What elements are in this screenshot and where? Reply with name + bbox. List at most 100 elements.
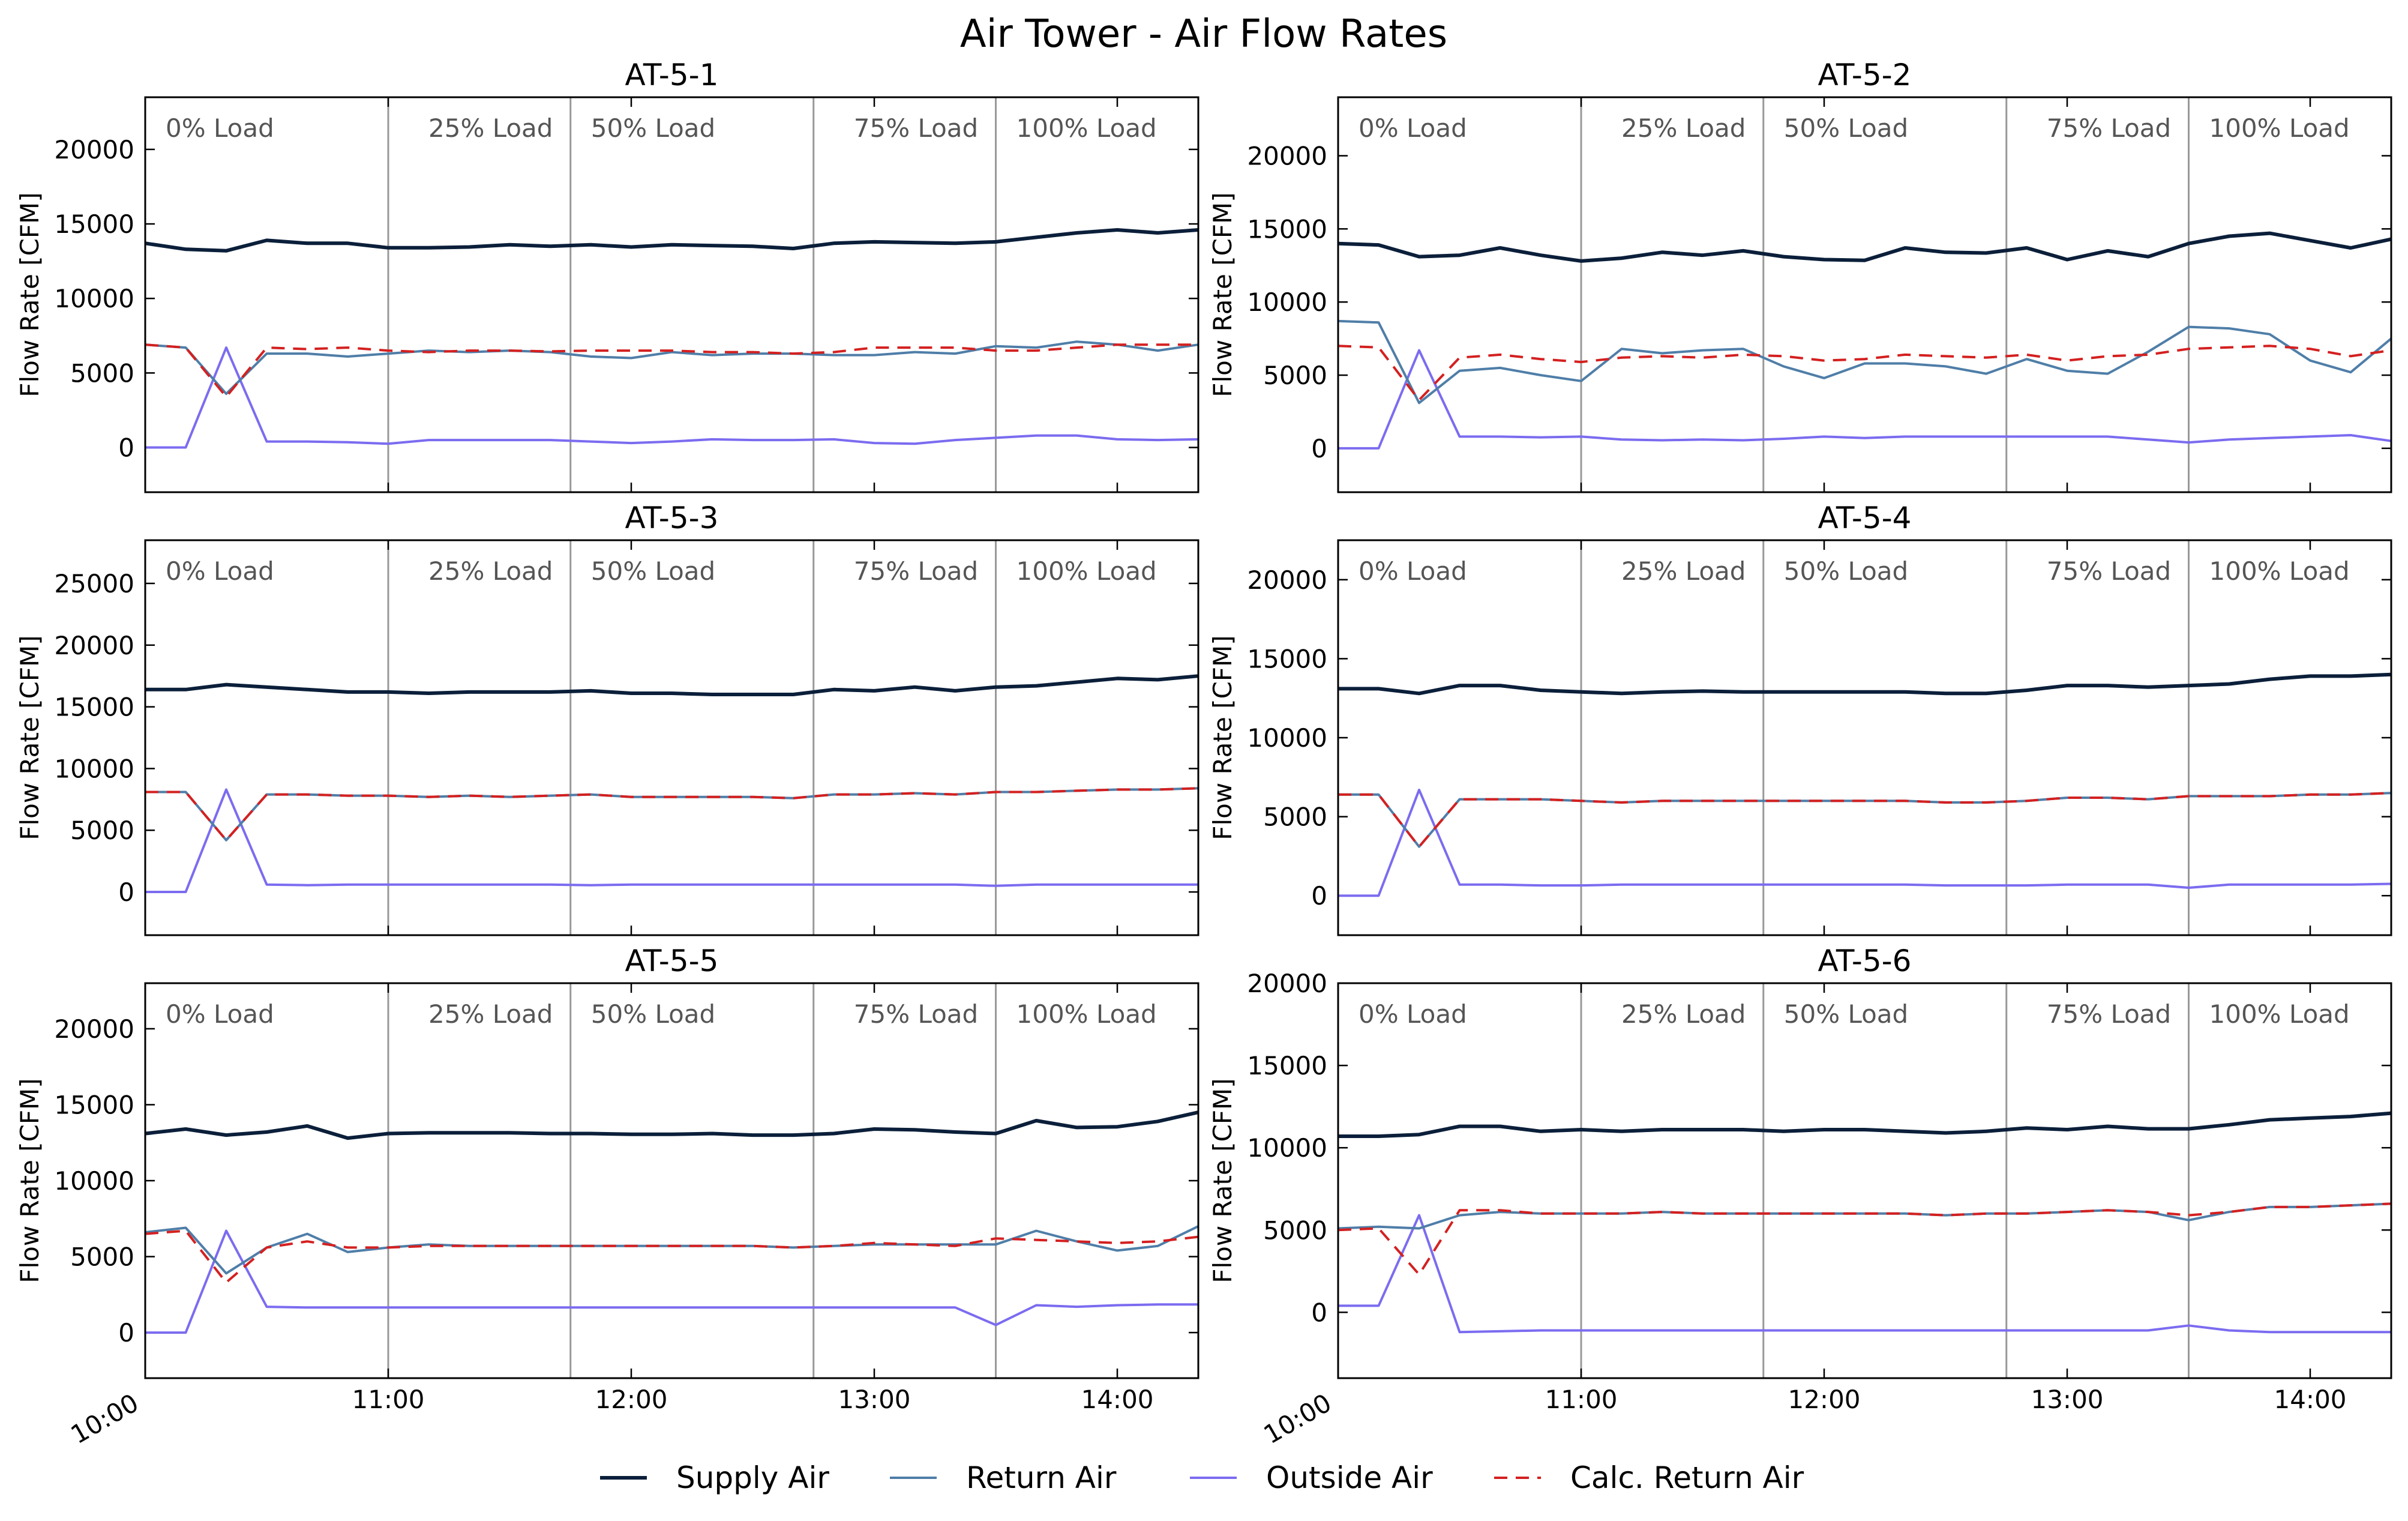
y-tick-label: 15000: [54, 1090, 134, 1119]
y-tick-label: 5000: [1263, 803, 1327, 832]
phase-label: 100% Load: [2209, 999, 2350, 1029]
series-line-supply: [1338, 1111, 2392, 1138]
x-tick-label: 12:00: [595, 1385, 667, 1414]
y-tick-label: 20000: [1247, 141, 1327, 170]
series-line-calc: [145, 343, 1198, 399]
y-tick-label: 20000: [1247, 565, 1327, 595]
phase-label: 75% Load: [854, 556, 978, 586]
legend-label: Outside Air: [1266, 1460, 1433, 1495]
y-tick-label: 0: [1311, 881, 1327, 911]
phase-label: 25% Load: [428, 556, 553, 586]
phase-label: 100% Load: [1016, 556, 1157, 586]
y-axis-label: Flow Rate [CFM]: [1208, 192, 1237, 397]
y-tick-label: 15000: [1247, 644, 1327, 673]
series-line-outside: [1338, 349, 2392, 450]
panel-at-5-4: AT-5-4 0% Load 25% Load 50% Load 75% Load 100…: [1208, 501, 2392, 936]
y-tick-label: 5000: [70, 1242, 134, 1272]
x-tick-label: 12:00: [1788, 1385, 1860, 1414]
series-line-calc: [1338, 345, 2392, 402]
phase-label: 0% Load: [1359, 999, 1467, 1029]
panel-title: AT-5-6: [1818, 944, 1912, 978]
phase-label: 75% Load: [854, 999, 978, 1029]
y-tick-label: 0: [1311, 434, 1327, 463]
y-axis-label: Flow Rate [CFM]: [1208, 1078, 1237, 1283]
phase-label: 25% Load: [428, 999, 553, 1029]
y-tick-label: 10000: [1247, 1133, 1327, 1163]
series-line-return: [145, 340, 1199, 396]
panel-at-5-3: AT-5-3 0% Load 25% Load 50% Load 75% Load 100…: [15, 501, 1199, 936]
panel-title: AT-5-3: [625, 501, 719, 535]
series-line-supply: [145, 1110, 1199, 1140]
panel-frame: [1337, 96, 2392, 493]
x-tick-label: 13:00: [2031, 1385, 2103, 1414]
phase-label: 0% Load: [1359, 556, 1467, 586]
series-line-return: [1338, 319, 2392, 405]
series-line-calc: [145, 1229, 1199, 1284]
series-line-outside: [145, 1229, 1198, 1334]
phase-label: 100% Load: [1016, 999, 1157, 1029]
figure-title: Air Tower - Air Flow Rates: [960, 12, 1447, 56]
legend-item-outside: Outside Air: [1190, 1460, 1433, 1495]
y-tick-label: 25000: [54, 569, 134, 598]
panel-at-5-2: AT-5-2 0% Load 25% Load 50% Load 75% Load 100…: [1208, 58, 2392, 493]
series-line-outside: [145, 346, 1199, 449]
y-axis-label: Flow Rate [CFM]: [15, 192, 44, 397]
y-tick-label: 5000: [1263, 361, 1327, 390]
panel-frame: [144, 96, 1199, 493]
phase-label: 50% Load: [591, 999, 715, 1029]
legend-label: Return Air: [966, 1460, 1117, 1495]
panel-title: AT-5-5: [625, 944, 719, 978]
phase-label: 25% Load: [1621, 556, 1746, 586]
y-tick-label: 5000: [1263, 1215, 1327, 1245]
series-line-return: [1338, 1202, 2392, 1230]
legend: Supply Air Return Air Outside Air Calc. Ret…: [600, 1460, 1804, 1495]
y-tick-label: 15000: [54, 693, 134, 722]
y-tick-label: 5000: [70, 358, 134, 388]
phase-label: 0% Load: [166, 999, 274, 1029]
phase-label: 0% Load: [166, 113, 274, 143]
legend-item-supply: Supply Air: [600, 1460, 829, 1495]
series-line-calc: [145, 787, 1199, 842]
series-line-outside: [145, 788, 1198, 893]
phase-label: 25% Load: [1621, 999, 1746, 1029]
y-tick-label: 10000: [54, 1166, 134, 1196]
y-axis-label: Flow Rate [CFM]: [1208, 635, 1237, 840]
y-tick-label: 0: [118, 878, 134, 907]
phase-label: 50% Load: [591, 556, 715, 586]
y-tick-label: 15000: [1247, 214, 1327, 244]
y-tick-label: 20000: [54, 135, 134, 164]
panel-frame: [144, 982, 1199, 1379]
phase-label: 50% Load: [1784, 113, 1908, 143]
x-tick-label: 10:00: [66, 1388, 143, 1450]
phase-label: 75% Load: [2047, 999, 2171, 1029]
x-tick-label: 11:00: [1545, 1385, 1617, 1414]
panel-title: AT-5-1: [625, 58, 719, 92]
x-tick-label: 14:00: [2274, 1385, 2346, 1414]
panel-at-5-6: AT-5-6 0% Load 25% Load 50% Load 75% Load 100…: [1208, 944, 2392, 1450]
panel-frame: [1337, 982, 2392, 1379]
series-line-supply: [145, 674, 1199, 696]
phase-label: 75% Load: [2047, 113, 2171, 143]
x-tick-label: 10:00: [1259, 1388, 1336, 1450]
phase-label: 25% Load: [428, 113, 553, 143]
y-tick-label: 10000: [54, 284, 134, 313]
y-tick-label: 15000: [1247, 1051, 1327, 1080]
phase-label: 0% Load: [1359, 113, 1467, 143]
series-line-outside: [1338, 1214, 2391, 1334]
series-line-supply: [145, 228, 1199, 253]
y-tick-label: 10000: [1247, 723, 1327, 753]
legend-item-calc: Calc. Return Air: [1494, 1460, 1804, 1495]
x-tick-label: 11:00: [352, 1385, 424, 1414]
y-axis-label: Flow Rate [CFM]: [15, 635, 44, 840]
y-tick-label: 10000: [54, 754, 134, 783]
series-line-calc: [1338, 792, 2392, 848]
y-tick-label: 20000: [1247, 969, 1327, 998]
phase-label: 50% Load: [1784, 999, 1908, 1029]
y-tick-label: 20000: [54, 631, 134, 660]
legend-label: Supply Air: [676, 1460, 829, 1495]
y-tick-label: 5000: [70, 816, 134, 845]
series-line-supply: [1338, 231, 2392, 263]
y-tick-label: 0: [1311, 1298, 1327, 1327]
phase-label: 100% Load: [2209, 556, 2350, 586]
phase-label: 0% Load: [166, 556, 274, 586]
